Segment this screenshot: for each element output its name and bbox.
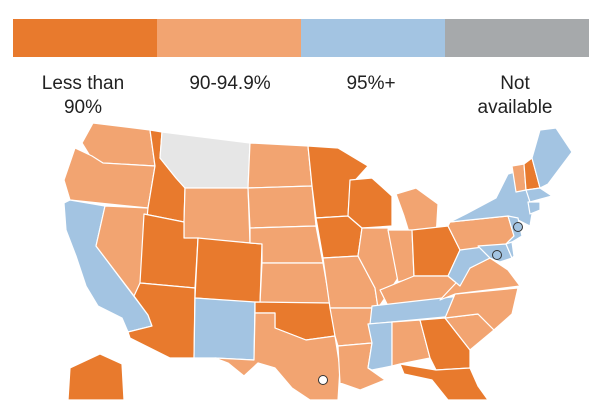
legend-swatch-95-plus [301, 19, 445, 57]
marker-nyc [513, 222, 523, 232]
state-connecticut [527, 201, 541, 215]
state-alaska [67, 353, 125, 400]
state-north-dakota [247, 142, 313, 189]
state-mississippi [367, 321, 393, 371]
state-kansas [259, 262, 331, 304]
legend-swatch-less-than-90 [13, 19, 157, 57]
legend-swatch-90-94 [157, 19, 301, 57]
state-new-york [449, 167, 533, 227]
marker-houston [318, 375, 328, 385]
marker-dc [492, 250, 502, 260]
state-delaware [505, 241, 515, 259]
legend-label-95-plus: 95%+ [346, 73, 396, 94]
state-alabama [391, 319, 431, 367]
state-florida [399, 363, 489, 400]
state-arizona [127, 282, 196, 359]
us-state-map [63, 122, 573, 400]
legend-label-not-available: Not available [477, 73, 553, 118]
state-massachusetts [525, 187, 553, 203]
state-new-mexico [193, 297, 256, 361]
state-wisconsin [347, 177, 393, 229]
state-maine [531, 127, 573, 189]
state-south-dakota [247, 185, 317, 229]
legend-label-less-than-90: Less than 90% [41, 73, 125, 118]
legend: Less than 90% 90-94.9% 95%+ Not availabl… [0, 0, 600, 118]
state-wyoming [183, 187, 251, 244]
legend-swatch-not-available [445, 19, 589, 57]
state-texas [214, 312, 341, 400]
state-north-carolina [444, 287, 519, 331]
legend-label-90-94: 90-94.9% [189, 73, 271, 94]
state-colorado [194, 237, 263, 304]
